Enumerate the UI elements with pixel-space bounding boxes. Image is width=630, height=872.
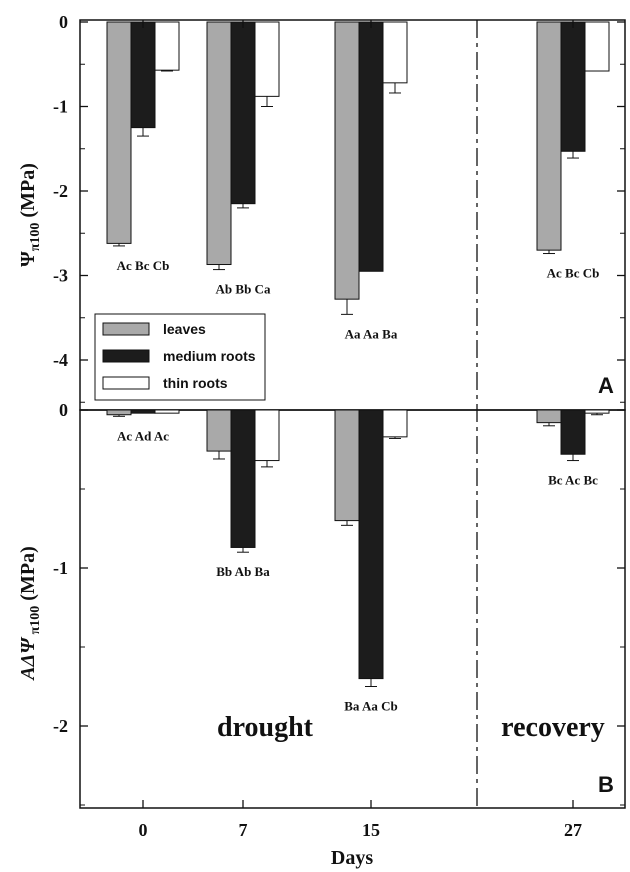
legend-swatch-leaves — [102, 322, 150, 336]
panel-a-y-axis-label-sub: π100 — [28, 223, 43, 252]
panel-a-significance-label-day-15: Aa Aa Ba — [345, 326, 398, 341]
panel-b-y-axis-label-unit: (MPa) — [17, 546, 39, 605]
x-ticks: 0 7 15 27 — [139, 20, 582, 840]
panel-a-y-axis-label-main: Ψ — [17, 251, 39, 267]
x-tick-label-day-0: 0 — [139, 820, 148, 840]
panel-b-y-tick-label: 0 — [59, 400, 68, 420]
panel-a-bar-thin-roots-day-27 — [584, 21, 610, 72]
legend: leaves medium roots thin roots — [94, 313, 266, 401]
panel-a-bar-thin-roots-day-15 — [382, 21, 408, 84]
panel-b-bar-leaves-day-27 — [536, 409, 562, 424]
panel-a-y-tick-label: 0 — [59, 12, 68, 32]
panel-a-y-axis-label: Ψπ100 (MPa) — [17, 163, 43, 267]
drought-label: drought — [217, 712, 314, 743]
panel-a-bars — [106, 21, 610, 315]
panel-b-significance-label-day-0: Ac Ad Ac — [117, 428, 169, 443]
panel-a-significance-label-day-7: Ab Bb Ca — [216, 282, 271, 297]
panel-b-y-tick-label: -2 — [53, 716, 68, 736]
panel-a-y-axis-label-unit: (MPa) — [17, 163, 39, 222]
panel-b-bar-medium-roots-day-27 — [560, 409, 586, 455]
x-tick-label-day-7: 7 — [239, 820, 248, 840]
panel-a-bar-leaves-day-15 — [334, 21, 360, 300]
panel-b-significance-labels: Ac Ad Ac Bb Ab Ba Ba Aa Cb Bc Ac Bc — [117, 428, 598, 713]
panel-a-significance-label-day-0: Ac Bc Cb — [117, 258, 170, 273]
panel-b-bar-thin-roots-day-0 — [154, 409, 180, 414]
panel-b-bar-medium-roots-day-7 — [230, 409, 256, 548]
panel-a-bar-leaves-day-0 — [106, 21, 132, 244]
panel-b-bar-leaves-day-7 — [206, 409, 232, 452]
panel-b-significance-label-day-15: Ba Aa Cb — [344, 699, 397, 714]
legend-label-thin-roots: thin roots — [163, 375, 228, 391]
panel-b-bar-medium-roots-day-0 — [130, 409, 156, 414]
panel-a-bar-thin-roots-day-0 — [154, 21, 180, 71]
panel-a-bar-medium-roots-day-0 — [130, 21, 156, 129]
panel-a-y-tick-label: -1 — [53, 97, 68, 117]
panel-b-bar-thin-roots-day-27 — [584, 409, 610, 414]
legend-swatch-thin-roots — [102, 376, 150, 390]
legend-label-medium-roots: medium roots — [163, 348, 256, 364]
panel-b-bar-medium-roots-day-15 — [358, 409, 384, 680]
panel-a-bar-leaves-day-7 — [206, 21, 232, 266]
panel-b-bar-thin-roots-day-7 — [254, 409, 280, 462]
panel-a-y-tick-label: -4 — [53, 350, 68, 370]
panel-b-y-axis-label: AΔΨ π100 (MPa) — [17, 546, 43, 681]
panel-b-significance-label-day-27: Bc Ac Bc — [548, 473, 598, 488]
panel-a-bar-thin-roots-day-7 — [254, 21, 280, 97]
panel-b-bar-leaves-day-0 — [106, 409, 132, 416]
panel-b-bar-leaves-day-15 — [334, 409, 360, 522]
panel-a-significance-labels: Ac Bc Cb Ab Bb Ca Aa Aa Ba Ac Bc Cb — [117, 258, 600, 341]
panel-b-y-tick-label: -1 — [53, 558, 68, 578]
x-tick-label-day-15: 15 — [362, 820, 380, 840]
panel-a-bar-medium-roots-day-15 — [358, 21, 384, 272]
panel-b-significance-label-day-7: Bb Ab Ba — [216, 564, 270, 579]
panel-a-bar-leaves-day-27 — [536, 21, 562, 251]
panel-a-y-tick-label: -2 — [53, 181, 68, 201]
panel-b-y-axis-label-main: AΔΨ — [17, 636, 39, 682]
panel-a-letter: A — [598, 373, 614, 398]
x-axis-label: Days — [331, 847, 373, 869]
x-tick-label-day-27: 27 — [564, 820, 582, 840]
panel-a-significance-label-day-27: Ac Bc Cb — [547, 266, 600, 281]
panel-a-y-tick-label: -3 — [53, 266, 68, 286]
panel-b-y-axis-label-sub: π100 — [28, 606, 43, 638]
panel-b-bar-thin-roots-day-15 — [382, 409, 408, 438]
panel-b-bars — [106, 409, 610, 687]
legend-swatch-medium-roots — [102, 349, 150, 363]
panel-b-y-ticks: 0 -1 -2 — [53, 400, 625, 806]
panel-a-bar-medium-roots-day-7 — [230, 21, 256, 205]
panel-a-bar-medium-roots-day-27 — [560, 21, 586, 152]
recovery-label: recovery — [501, 712, 605, 743]
panel-b-letter: B — [598, 772, 614, 797]
panel-a-y-ticks: 0 -1 -2 -3 -4 — [53, 12, 625, 403]
legend-label-leaves: leaves — [163, 321, 206, 337]
